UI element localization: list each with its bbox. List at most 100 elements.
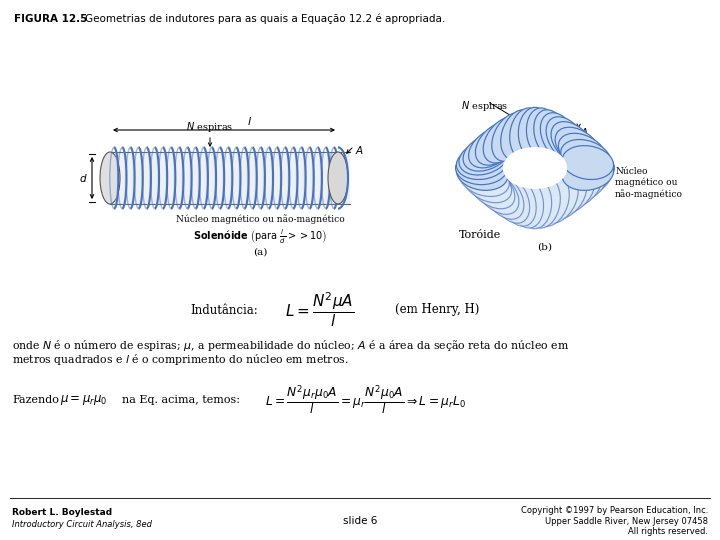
Text: na Eq. acima, temos:: na Eq. acima, temos:	[122, 395, 240, 405]
Ellipse shape	[551, 122, 595, 165]
Text: onde $N$ é o número de espiras; $\mu$, a permeabilidade do núcleo; $A$ é a área : onde $N$ é o número de espiras; $\mu$, a…	[12, 338, 569, 353]
Polygon shape	[244, 147, 248, 208]
Text: Geometrias de indutores para as quais a Equação 12.2 é apropriada.: Geometrias de indutores para as quais a …	[72, 14, 445, 24]
Polygon shape	[228, 147, 233, 208]
Text: $L = \dfrac{N^2\mu_r\mu_0 A}{l} = \mu_r\dfrac{N^2\mu_0 A}{l}  \Rightarrow  L = \: $L = \dfrac{N^2\mu_r\mu_0 A}{l} = \mu_r\…	[265, 383, 466, 417]
Ellipse shape	[456, 151, 508, 185]
Polygon shape	[302, 147, 305, 208]
Polygon shape	[122, 147, 127, 208]
Polygon shape	[334, 147, 338, 208]
Ellipse shape	[475, 122, 519, 165]
Ellipse shape	[555, 168, 601, 209]
Ellipse shape	[492, 175, 530, 223]
Text: FIGURA 12.5: FIGURA 12.5	[14, 14, 87, 24]
Text: Indutância:: Indutância:	[190, 303, 258, 316]
Ellipse shape	[518, 107, 552, 159]
Ellipse shape	[562, 157, 613, 191]
Ellipse shape	[483, 117, 524, 163]
Text: metros quadrados e $l$ é o comprimento do núcleo em metros.: metros quadrados e $l$ é o comprimento d…	[12, 352, 348, 367]
Polygon shape	[179, 147, 184, 208]
Polygon shape	[155, 147, 159, 208]
Ellipse shape	[546, 117, 587, 163]
Polygon shape	[204, 147, 208, 208]
Text: $l$: $l$	[523, 192, 528, 205]
Ellipse shape	[456, 146, 508, 179]
Text: slide 6: slide 6	[343, 516, 377, 526]
Ellipse shape	[526, 108, 560, 159]
Ellipse shape	[328, 152, 348, 204]
Polygon shape	[171, 147, 176, 208]
Ellipse shape	[562, 151, 614, 185]
Polygon shape	[293, 147, 297, 208]
Text: Toróide: Toróide	[459, 230, 501, 240]
Polygon shape	[130, 147, 135, 208]
Text: $N$ espiras: $N$ espiras	[186, 120, 234, 134]
Text: $d$: $d$	[79, 172, 88, 184]
Ellipse shape	[469, 127, 515, 168]
Polygon shape	[325, 147, 330, 208]
Text: $A$: $A$	[580, 126, 588, 138]
Ellipse shape	[503, 147, 567, 189]
Polygon shape	[138, 147, 143, 208]
Text: $\mu = \mu_r\mu_0$: $\mu = \mu_r\mu_0$	[60, 393, 107, 407]
Ellipse shape	[534, 110, 570, 160]
Ellipse shape	[540, 113, 578, 161]
Polygon shape	[236, 147, 240, 208]
Ellipse shape	[500, 110, 536, 160]
Polygon shape	[310, 147, 314, 208]
Ellipse shape	[469, 168, 515, 209]
Text: Núcleo magnético ou não-magnético: Núcleo magnético ou não-magnético	[176, 214, 344, 224]
Ellipse shape	[518, 177, 552, 228]
Ellipse shape	[540, 175, 578, 223]
Polygon shape	[187, 147, 192, 208]
Ellipse shape	[475, 171, 519, 214]
Ellipse shape	[510, 108, 544, 159]
Polygon shape	[196, 147, 199, 208]
Text: Introductory Circuit Analysis, 8ed: Introductory Circuit Analysis, 8ed	[12, 520, 152, 529]
Polygon shape	[212, 147, 216, 208]
Text: (b): (b)	[538, 243, 552, 252]
Polygon shape	[114, 147, 118, 208]
Text: $L = \dfrac{N^{2}\mu A}{l}$: $L = \dfrac{N^{2}\mu A}{l}$	[285, 291, 354, 329]
Ellipse shape	[459, 161, 509, 197]
Polygon shape	[318, 147, 322, 208]
Ellipse shape	[492, 113, 530, 161]
Text: All rights reserved.: All rights reserved.	[628, 527, 708, 536]
Polygon shape	[253, 147, 257, 208]
Ellipse shape	[510, 177, 544, 228]
Text: $N$ espiras: $N$ espiras	[462, 99, 509, 113]
Ellipse shape	[551, 171, 595, 214]
Text: $A$: $A$	[355, 144, 364, 156]
Ellipse shape	[562, 146, 613, 179]
Ellipse shape	[526, 177, 560, 228]
Polygon shape	[163, 147, 167, 208]
Polygon shape	[147, 147, 151, 208]
Ellipse shape	[463, 165, 512, 202]
Polygon shape	[220, 147, 224, 208]
Ellipse shape	[463, 133, 512, 171]
Ellipse shape	[500, 176, 536, 226]
Text: Upper Saddle River, New Jersey 07458: Upper Saddle River, New Jersey 07458	[545, 517, 708, 526]
Text: $\mathbf{Solenóide}$ $\left(\mathrm{para}\ \frac{l}{d}>>10\right)$: $\mathbf{Solenóide}$ $\left(\mathrm{para…	[193, 228, 327, 246]
Polygon shape	[261, 147, 265, 208]
Polygon shape	[277, 147, 282, 208]
Polygon shape	[269, 147, 273, 208]
Text: (em Henry, H): (em Henry, H)	[395, 303, 480, 316]
Ellipse shape	[546, 173, 587, 219]
Text: Fazendo: Fazendo	[12, 395, 59, 405]
Polygon shape	[285, 147, 289, 208]
Ellipse shape	[534, 176, 570, 226]
Text: $l$: $l$	[248, 115, 253, 127]
Ellipse shape	[483, 173, 524, 219]
Ellipse shape	[459, 139, 509, 175]
Text: (a): (a)	[253, 248, 267, 257]
Text: Copyright ©1997 by Pearson Education, Inc.: Copyright ©1997 by Pearson Education, In…	[521, 506, 708, 515]
Ellipse shape	[555, 127, 601, 168]
Ellipse shape	[559, 165, 607, 202]
Ellipse shape	[456, 157, 508, 191]
Text: Núcleo
magnético ou
não-magnético: Núcleo magnético ou não-magnético	[615, 167, 683, 199]
Text: Robert L. Boylestad: Robert L. Boylestad	[12, 508, 112, 517]
Ellipse shape	[100, 152, 120, 204]
Ellipse shape	[559, 133, 607, 171]
Bar	[110, 152, 350, 204]
